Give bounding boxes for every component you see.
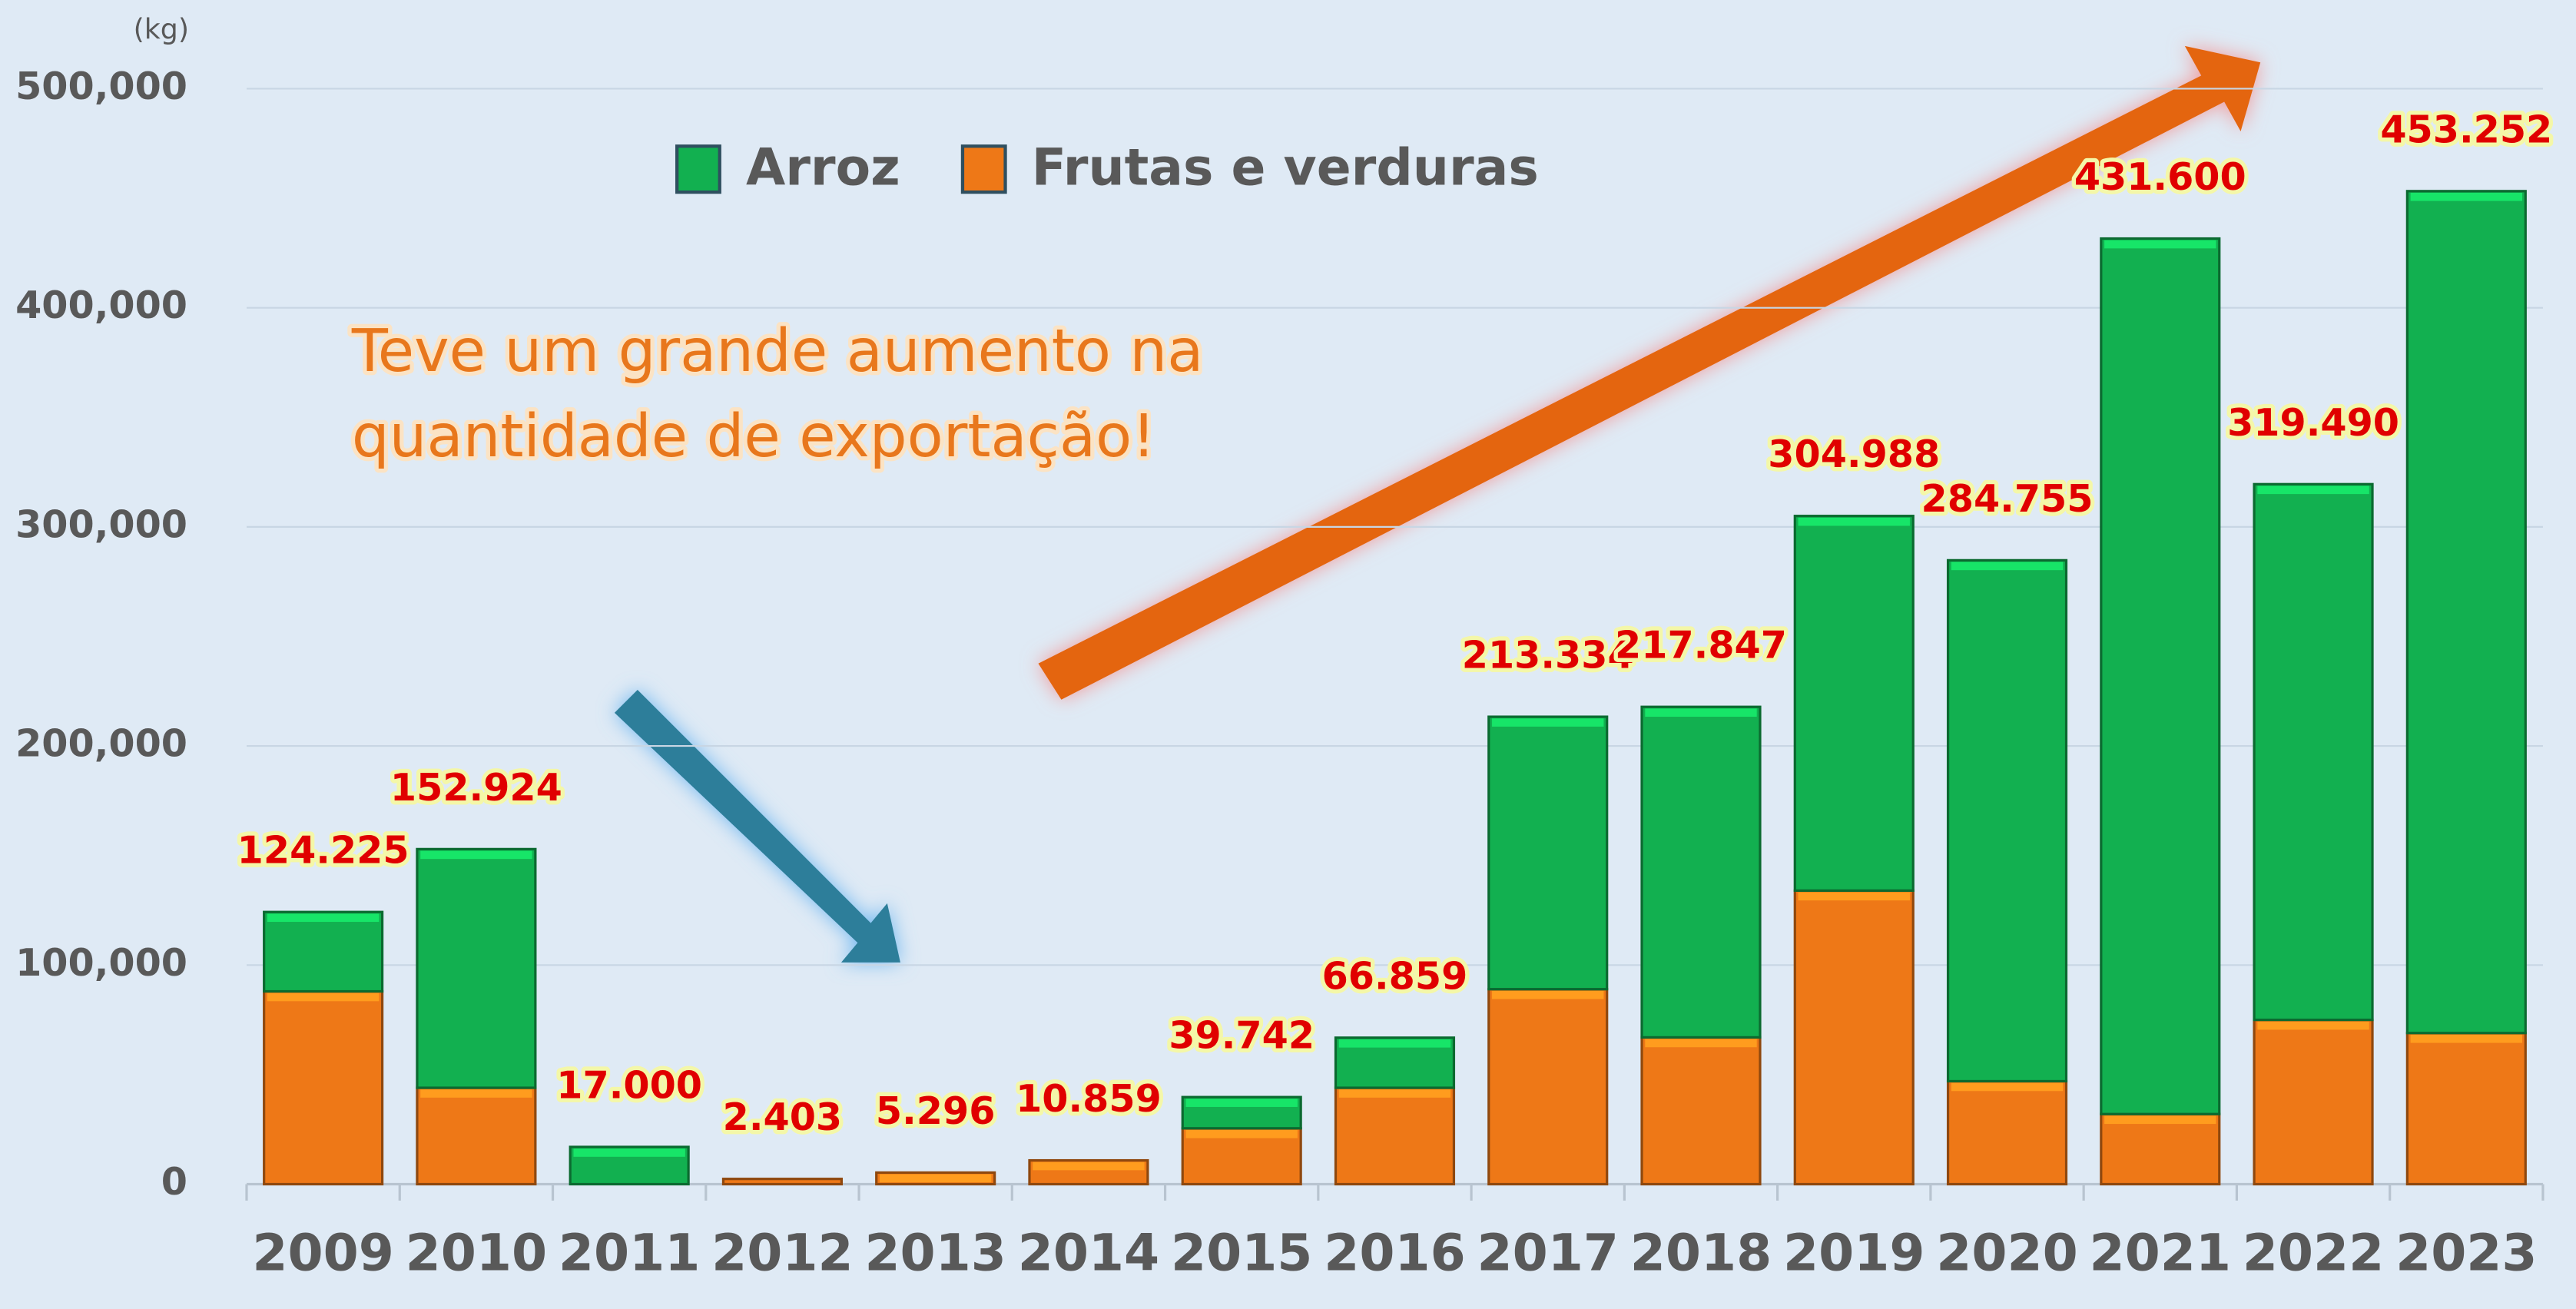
bar-segment	[1487, 715, 1609, 991]
bar-highlight	[2257, 485, 2369, 495]
bar-highlight	[420, 1089, 532, 1098]
bar-segment	[416, 847, 537, 1089]
bar-highlight	[2410, 192, 2523, 201]
x-tick-label: 2020	[1936, 1223, 2077, 1283]
total-label: 319.490	[2227, 400, 2399, 445]
total-label: 39.742	[1169, 1013, 1315, 1058]
total-label: 17.000	[556, 1063, 702, 1108]
y-tick-label: 200,000	[15, 721, 187, 766]
total-label: 152.924	[390, 765, 562, 810]
total-label: 217.847	[1615, 623, 1787, 668]
total-label: 453.252	[2380, 107, 2552, 151]
y-tick-label: 100,000	[15, 940, 187, 985]
down-arrow	[614, 689, 900, 963]
x-tick-label: 2022	[2243, 1223, 2384, 1283]
total-label: 5.296	[876, 1089, 996, 1133]
bar-segment	[1640, 1036, 1762, 1186]
legend-swatch	[675, 144, 721, 194]
bar-segment	[1487, 988, 1609, 1186]
up-arrow	[1038, 45, 2261, 700]
x-tick-label: 2018	[1630, 1223, 1772, 1283]
y-tick-label: 400,000	[15, 283, 187, 327]
bar-segment	[1793, 889, 1915, 1186]
bar-segment	[2405, 1032, 2527, 1186]
bar-segment	[416, 1086, 537, 1186]
bar-highlight	[1645, 708, 1757, 717]
bar-highlight	[1951, 562, 2064, 571]
total-label: 124.225	[237, 828, 409, 873]
bar-segment	[2253, 482, 2374, 1022]
bar-highlight	[1185, 1099, 1298, 1107]
bar-highlight	[2410, 1034, 2523, 1043]
bar-highlight	[1033, 1162, 1145, 1171]
x-tick-label: 2013	[864, 1223, 1006, 1283]
bar-highlight	[1338, 1089, 1451, 1098]
x-tick-label: 2021	[2090, 1223, 2231, 1283]
bar-segment	[1640, 705, 1762, 1039]
bar-segment	[1334, 1086, 1456, 1186]
x-tick-label: 2012	[711, 1223, 853, 1283]
bar-segment	[263, 989, 384, 1186]
bar-highlight	[1798, 517, 1910, 526]
y-unit: (kg)	[134, 13, 189, 46]
bar-highlight	[420, 850, 532, 860]
total-label: 66.859	[1322, 953, 1468, 998]
bar-highlight	[2104, 1115, 2216, 1125]
bar-segment	[2100, 1112, 2221, 1186]
bar-highlight	[1185, 1129, 1298, 1138]
bar-highlight	[1798, 892, 1910, 901]
x-tick-label: 2019	[1783, 1223, 1925, 1283]
bar-segment	[1946, 1079, 2068, 1186]
bar-highlight	[1492, 718, 1604, 727]
y-tick-label: 500,000	[15, 64, 187, 108]
bar-highlight	[267, 993, 380, 1002]
bar-segment	[1946, 558, 2068, 1083]
total-label: 304.988	[1768, 432, 1940, 476]
bar-highlight	[1492, 990, 1604, 999]
bar-highlight	[1645, 1039, 1757, 1048]
total-label: 284.755	[1921, 476, 2094, 521]
bar-highlight	[267, 913, 380, 923]
x-tick-label: 2015	[1171, 1223, 1312, 1283]
bar-segment	[1793, 515, 1915, 892]
bar-highlight	[1951, 1082, 2064, 1092]
total-label: 10.859	[1016, 1076, 1162, 1121]
annotation: Teve um grande aumento na	[351, 317, 1204, 386]
total-label: 213.334	[1462, 633, 1634, 678]
bar-segment	[2405, 190, 2527, 1035]
x-tick-label: 2009	[252, 1223, 393, 1283]
bar-highlight	[879, 1174, 992, 1183]
bar-highlight	[2257, 1021, 2369, 1030]
annotation: quantidade de exportação!	[352, 403, 1155, 471]
total-label: 2.403	[723, 1095, 842, 1139]
y-tick-label: 0	[161, 1159, 187, 1204]
x-tick-label: 2017	[1477, 1223, 1619, 1283]
bar-highlight	[1338, 1039, 1451, 1048]
x-tick-label: 2014	[1018, 1223, 1159, 1283]
x-tick-label: 2010	[406, 1223, 547, 1283]
y-tick-label: 300,000	[15, 502, 187, 546]
x-tick-label: 2016	[1324, 1223, 1465, 1283]
total-label: 431.600	[2074, 154, 2246, 199]
bar-segment	[721, 1178, 843, 1186]
x-tick-label: 2023	[2395, 1223, 2537, 1283]
x-tick-label: 2011	[559, 1223, 700, 1283]
legend-label: Arroz	[746, 137, 900, 197]
bar-segment	[2253, 1018, 2374, 1186]
bar-highlight	[2104, 240, 2216, 249]
legend-label: Frutas e verduras	[1032, 137, 1539, 197]
bar-highlight	[573, 1148, 685, 1157]
bar-segment	[263, 910, 384, 993]
legend-swatch	[960, 144, 1007, 194]
bar-segment	[2100, 237, 2221, 1115]
